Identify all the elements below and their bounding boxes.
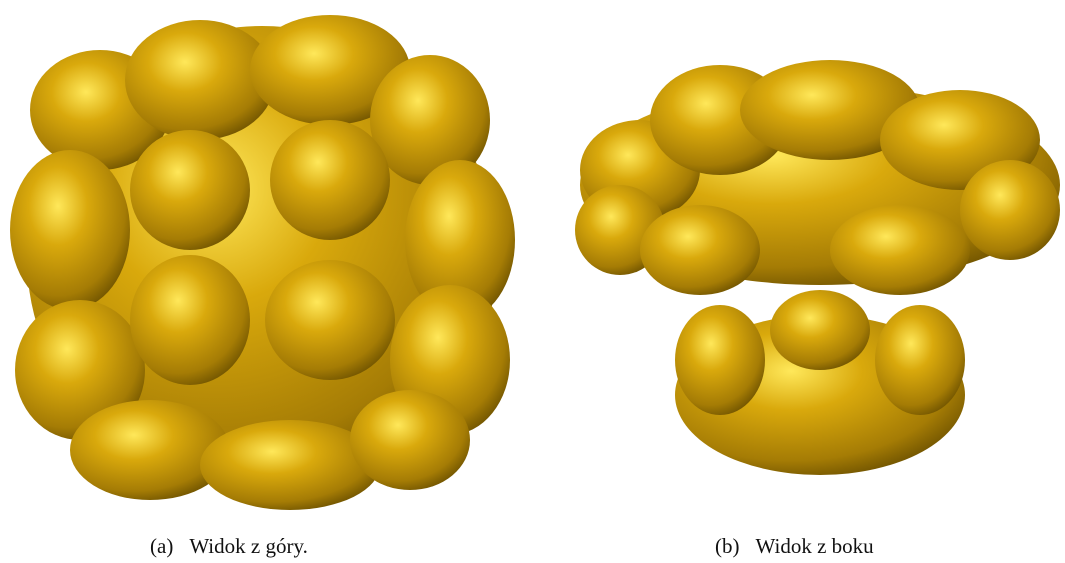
page: (a) Widok z góry. (b) Widok z boku xyxy=(0,0,1065,563)
surface-lobe xyxy=(875,305,965,415)
surface-lobe xyxy=(960,160,1060,260)
side-view-image xyxy=(575,60,1060,475)
caption-b: (b) Widok z boku xyxy=(715,534,874,559)
surface-lobe xyxy=(270,120,390,240)
top-view-image xyxy=(10,15,515,510)
surface-lobe xyxy=(265,260,395,380)
caption-label: (a) xyxy=(150,534,173,558)
surface-lobe xyxy=(10,150,130,310)
surface-lobe xyxy=(130,255,250,385)
caption-text: Widok z boku xyxy=(756,534,874,558)
surface-lobe xyxy=(640,205,760,295)
surface-lobe xyxy=(830,205,970,295)
surface-lobe xyxy=(675,305,765,415)
caption-text: Widok z góry. xyxy=(189,534,308,558)
surface-lobe xyxy=(350,390,470,490)
surface-lobe xyxy=(130,130,250,250)
figure-images xyxy=(0,0,1065,563)
caption-label: (b) xyxy=(715,534,740,558)
caption-a: (a) Widok z góry. xyxy=(150,534,308,559)
surface-lobe xyxy=(770,290,870,370)
